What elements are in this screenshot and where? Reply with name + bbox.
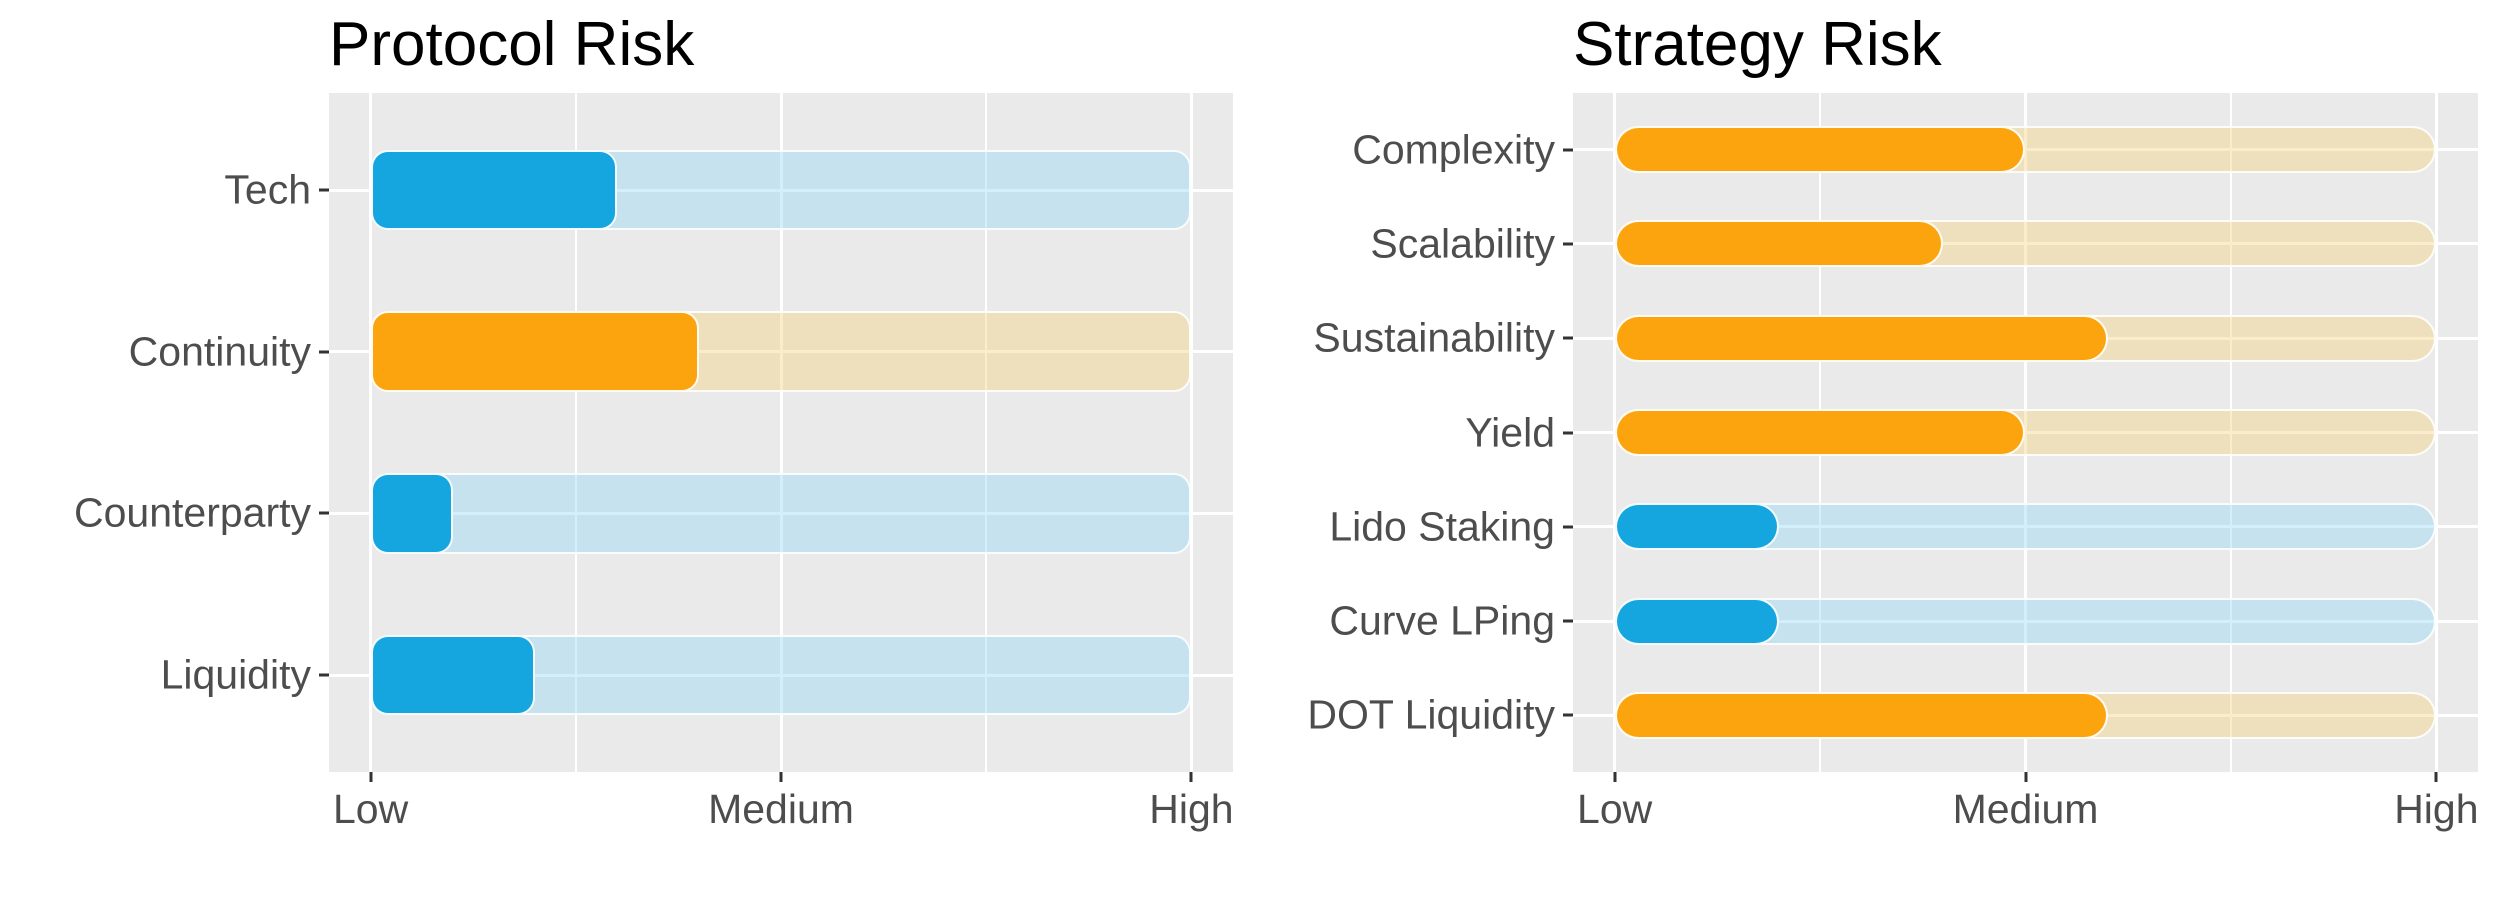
category-label: Curve LPing bbox=[1329, 597, 1555, 644]
y-axis-tick bbox=[319, 673, 329, 677]
y-axis-tick bbox=[319, 350, 329, 354]
risk-bar-complexity bbox=[1614, 126, 2026, 174]
strategy-risk-panel bbox=[1573, 93, 2478, 772]
category-label: Counterparty bbox=[73, 489, 311, 536]
risk-bar-sustainability bbox=[1614, 314, 2108, 362]
category-label: Liquidity bbox=[160, 651, 311, 698]
y-axis-tick bbox=[1563, 242, 1573, 246]
category-label: Yield bbox=[1465, 409, 1555, 455]
gridline-major-horizontal bbox=[329, 350, 1233, 354]
x-axis-label: Medium bbox=[708, 786, 854, 832]
gridline-major-horizontal bbox=[329, 511, 1233, 515]
category-label: DOT Liquidity bbox=[1307, 691, 1555, 738]
gridline-major-vertical bbox=[1189, 93, 1193, 772]
protocol-risk-chart: Protocol Risk Tech Continuity Counterparty… bbox=[73, 10, 1234, 833]
risk-bar-track bbox=[370, 472, 1192, 554]
risk-bar-dot-liquidity bbox=[1614, 691, 2108, 739]
x-axis-label: High bbox=[2394, 786, 2479, 832]
y-axis-tick bbox=[319, 188, 329, 192]
category-label: Scalability bbox=[1370, 220, 1555, 267]
x-axis-tick bbox=[1613, 772, 1617, 782]
gridline-major-horizontal bbox=[1573, 525, 2478, 529]
x-axis-tick bbox=[1189, 772, 1193, 782]
protocol-risk-panel bbox=[329, 93, 1233, 772]
gridline-major-horizontal bbox=[329, 673, 1233, 677]
risk-bar-liquidity bbox=[370, 634, 535, 716]
x-axis-label: Low bbox=[1577, 786, 1653, 832]
risk-bar-scalability bbox=[1614, 220, 1944, 268]
y-axis-tick bbox=[319, 511, 329, 515]
gridline-major-vertical bbox=[779, 93, 783, 772]
category-label: Complexity bbox=[1352, 126, 1555, 173]
y-axis-tick bbox=[1563, 431, 1573, 434]
gridline-major-horizontal bbox=[1573, 431, 2478, 434]
gridline-major-horizontal bbox=[1573, 619, 2478, 623]
gridline-major-horizontal bbox=[1573, 242, 2478, 246]
gridline-minor-vertical bbox=[574, 93, 577, 772]
y-axis-tick bbox=[1563, 336, 1573, 340]
strategy-risk-title: Strategy Risk bbox=[1573, 10, 1942, 79]
x-axis-tick bbox=[369, 772, 373, 782]
risk-bar-yield bbox=[1614, 408, 2026, 457]
x-axis-tick bbox=[2024, 772, 2027, 782]
x-axis-label: High bbox=[1149, 786, 1234, 832]
risk-bar-counterparty bbox=[370, 472, 453, 554]
gridline-major-horizontal bbox=[329, 188, 1233, 192]
strategy-risk-chart: Strategy Risk Complexity Scalability Susta… bbox=[1250, 0, 2500, 900]
y-axis-tick bbox=[1563, 619, 1573, 623]
category-label: Tech bbox=[224, 166, 311, 213]
y-axis-tick bbox=[1563, 148, 1573, 152]
gridline-major-horizontal bbox=[1573, 148, 2478, 152]
x-axis-label: Medium bbox=[1952, 786, 2099, 832]
x-axis-tick bbox=[779, 772, 783, 782]
protocol-risk-title: Protocol Risk bbox=[329, 10, 695, 79]
y-axis-tick bbox=[1563, 525, 1573, 529]
x-axis-tick bbox=[2434, 772, 2438, 782]
risk-bar-lido-staking bbox=[1614, 503, 1779, 551]
category-label: Sustainability bbox=[1313, 314, 1555, 361]
x-axis-label: Low bbox=[332, 786, 409, 832]
risk-bar-curve-lping bbox=[1614, 597, 1779, 645]
risk-bar-continuity bbox=[370, 311, 699, 393]
gridline-major-vertical bbox=[369, 93, 373, 772]
risk-bar-tech bbox=[370, 149, 617, 231]
gridline-minor-vertical bbox=[985, 93, 988, 772]
category-label: Continuity bbox=[128, 328, 311, 375]
y-axis-tick bbox=[1563, 713, 1573, 717]
category-label: Lido Staking bbox=[1329, 503, 1555, 550]
